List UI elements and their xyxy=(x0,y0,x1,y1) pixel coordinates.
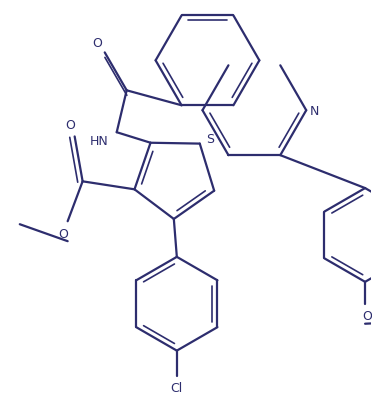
Text: S: S xyxy=(206,133,214,146)
Text: O: O xyxy=(66,119,76,132)
Text: HN: HN xyxy=(89,134,108,147)
Text: O: O xyxy=(362,309,372,322)
Text: Cl: Cl xyxy=(171,381,183,394)
Text: N: N xyxy=(310,104,319,117)
Text: O: O xyxy=(92,37,102,50)
Text: O: O xyxy=(59,227,68,240)
